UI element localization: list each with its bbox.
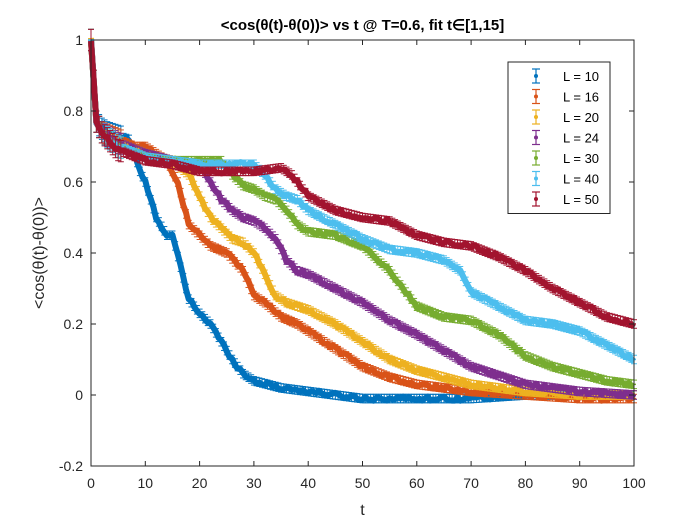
legend-item: L = 16 [532,88,599,105]
legend-box [507,61,611,214]
legend-item: L = 24 [532,129,599,146]
legend-marker [534,156,538,160]
x-tick-label: 50 [355,475,371,491]
x-tick-label: 100 [622,475,646,491]
y-tick-label: 1 [75,32,83,48]
legend-marker [534,115,538,119]
ticks-layer: 0 10 20 30 40 50 60 70 80 90 100-0.200.20.40.60.81 [59,32,646,491]
x-tick-label: 40 [300,475,316,491]
x-tick-label: 70 [463,475,479,491]
x-tick-label: 0 [87,475,95,491]
y-tick-label: 0 [75,387,83,403]
legend-label: L = 10 [563,69,599,84]
y-tick-label: 0.8 [64,103,84,119]
y-axis-title: <cos(θ(t)-θ(0))> [31,197,48,309]
x-axis-title: t [360,502,365,519]
legend-item: L = 10 [532,68,599,84]
legend-label: L = 16 [563,90,599,105]
legend-label: L = 24 [563,131,599,146]
y-tick-label: 0.4 [64,245,84,261]
y-tick-label: 0.6 [64,174,84,190]
legend-item: L = 50 [532,191,599,207]
y-tick-label: -0.2 [59,458,83,474]
series-l=50 [88,28,637,329]
legend-item: L = 40 [532,170,599,187]
legend: L = 10 L = 16 L = 20 L = 24 L = 30 L = 40 L = … [507,61,611,214]
series-layer [88,28,637,404]
x-tick-label: 90 [572,475,588,491]
legend-label: L = 40 [563,172,599,187]
x-tick-label: 20 [192,475,208,491]
x-tick-label: 60 [409,475,425,491]
legend-marker [534,135,538,140]
legend-marker [534,197,538,201]
legend-marker [534,176,538,181]
chart-title: <cos(θ(t)-θ(0))> vs t @ T=0.6, fit t∈[1,… [221,17,505,34]
legend-label: L = 20 [563,110,599,125]
y-tick-label: 0.2 [64,316,84,332]
x-tick-label: 80 [518,475,534,491]
x-tick-label: 30 [246,475,262,491]
legend-item: L = 30 [532,150,599,166]
legend-label: L = 50 [563,192,599,207]
legend-label: L = 30 [563,151,599,166]
legend-item: L = 20 [532,109,599,125]
x-tick-label: 10 [138,475,154,491]
legend-marker [534,94,538,99]
legend-marker [534,74,538,78]
